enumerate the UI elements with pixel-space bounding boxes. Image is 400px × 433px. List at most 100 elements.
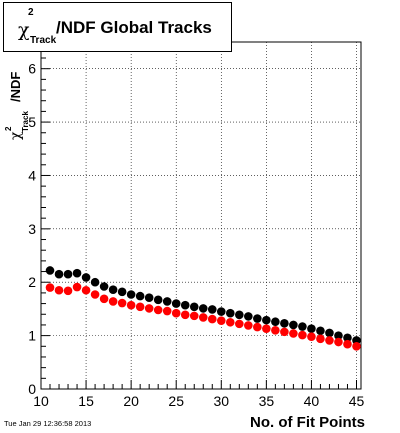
data-point-series-2 [352,341,361,351]
data-point-series-2 [225,317,235,327]
data-point-series-1 [45,266,55,275]
data-point-series-1 [216,307,226,316]
data-point-series-2 [171,308,181,318]
data-point-series-2 [307,332,316,341]
data-point-series-2 [72,282,82,292]
svg-text:/NDF: /NDF [8,72,23,102]
data-point-series-2 [198,313,208,322]
x-tick-label: 20 [123,393,139,409]
x-tick-label: 45 [349,393,365,409]
timestamp-footer: Tue Jan 29 12:36:58 2013 [4,419,92,428]
data-point-series-1 [244,312,253,321]
data-point-series-1 [117,287,127,297]
chart-title-superscript: 2 [28,7,34,18]
data-point-series-1 [171,299,181,308]
data-point-series-1 [316,326,325,336]
data-point-series-1 [334,331,343,340]
x-tick-label: 25 [168,393,184,409]
data-point-series-1 [225,308,235,318]
x-tick-label: 35 [259,393,275,409]
data-point-series-1 [235,310,244,320]
data-point-series-1 [189,302,199,312]
x-tick-label: 10 [33,393,49,409]
data-point-series-2 [216,316,226,325]
y-axis-label: χ 2 Track /NDF [4,72,30,140]
data-point-series-1 [54,269,64,279]
grid-lines [40,42,361,390]
chart-title-box: χ 2 Track /NDF Global Tracks [3,2,232,52]
y-tick-label: 2 [28,274,36,290]
data-point-series-2 [90,290,100,299]
data-point-series-1 [108,285,118,295]
data-point-series-2 [289,329,298,338]
y-tick-label: 4 [28,167,36,183]
x-tick-label: 15 [78,393,94,409]
data-point-series-1 [325,328,334,338]
data-point-series-1 [298,322,307,331]
data-point-series-2 [117,298,127,308]
data-point-series-1 [253,314,262,323]
svg-text:Track: Track [21,111,30,132]
data-point-series-1 [144,293,154,303]
data-point-series-1 [153,295,163,305]
chart-title: /NDF Global Tracks [56,18,212,37]
data-point-series-2 [235,319,244,329]
data-point-series-2 [153,305,163,315]
data-point-series-2 [45,283,55,292]
data-point-series-1 [135,291,145,301]
data-point-series-2 [54,285,64,295]
data-point-series-2 [135,302,145,312]
data-point-series-2 [262,324,271,333]
data-point-series-2 [334,337,343,347]
data-point-series-1 [99,282,109,291]
y-tick-label: 5 [28,114,36,130]
data-point-series-2 [81,285,91,295]
data-point-series-2 [316,334,325,344]
chart-title-chi: χ [18,19,30,41]
data-point-series-2 [63,286,73,296]
data-point-series-2 [207,314,217,324]
data-point-series-2 [271,325,280,335]
y-tick-label: 1 [28,328,36,344]
y-tick-label: 0 [28,381,36,397]
data-point-series-1 [63,269,73,279]
data-point-series-2 [325,336,334,345]
data-point-series-2 [189,311,199,321]
data-point-series-1 [280,319,289,328]
data-point-series-1 [271,317,280,327]
data-point-series-2 [298,330,307,340]
x-tick-label: 30 [213,393,229,409]
data-point-series-1 [81,273,91,282]
data-point-series-1 [262,315,271,325]
data-point-series-1 [126,290,136,299]
data-point-series-1 [207,305,217,314]
data-point-series-1 [90,277,100,287]
y-tick-label: 3 [28,221,36,237]
data-point-series-1 [198,304,208,313]
chart-title-subscript: Track [30,35,57,46]
data-point-series-2 [162,306,172,316]
data-point-series-2 [343,339,352,349]
data-point-series-1 [343,333,352,343]
data-point-series-2 [253,322,262,332]
data-point-series-2 [99,294,109,304]
data-point-series-2 [108,297,118,306]
data-point-series-1 [162,297,172,306]
data-point-series-2 [144,304,154,313]
data-point-series-2 [244,321,253,330]
data-point-series-1 [307,324,316,333]
data-point-series-1 [72,268,82,278]
svg-text:2: 2 [4,126,13,131]
data-points [45,266,361,351]
data-point-series-2 [126,300,136,310]
y-tick-label: 6 [28,61,36,77]
x-axis-label: No. of Fit Points [250,414,365,431]
data-point-series-1 [180,300,190,310]
svg-text:χ: χ [8,131,24,140]
data-point-series-2 [280,327,289,337]
data-point-series-2 [180,310,190,320]
data-point-series-1 [289,320,298,330]
x-tick-label: 40 [304,393,320,409]
